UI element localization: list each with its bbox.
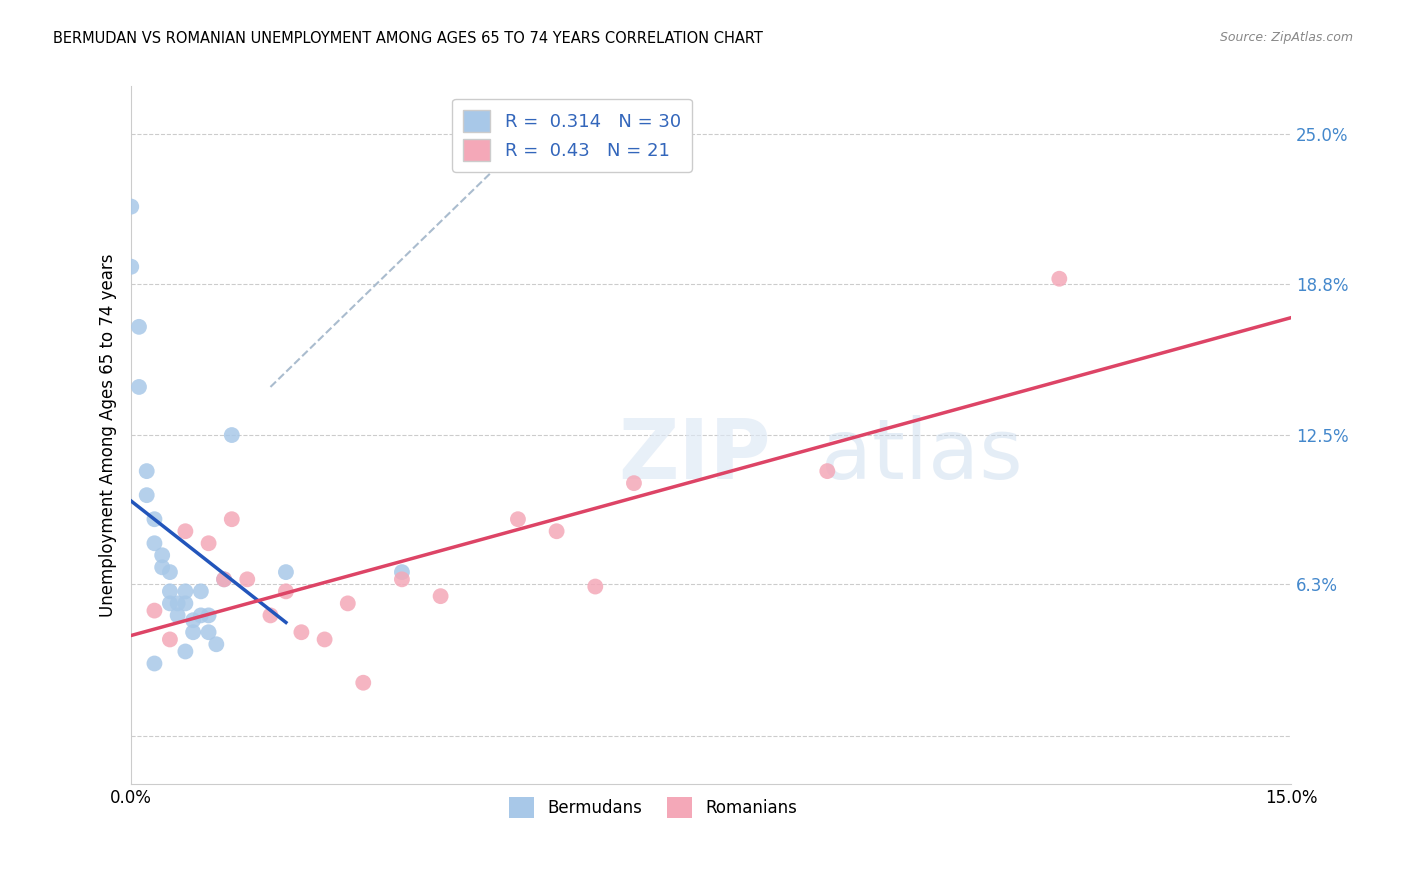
Point (197, 608, 219, 623)
Point (259, 608, 281, 623)
Point (174, 644, 197, 658)
Point (174, 584, 197, 599)
Legend: Bermudans, Romanians: Bermudans, Romanians (502, 790, 804, 824)
Point (166, 596, 188, 610)
Point (1047, 271, 1070, 285)
Point (815, 464, 838, 478)
Point (221, 428, 243, 442)
Point (143, 536, 166, 550)
Point (174, 524, 197, 539)
Point (190, 584, 212, 599)
Text: ZIP: ZIP (619, 416, 770, 497)
Text: BERMUDAN VS ROMANIAN UNEMPLOYMENT AMONG AGES 65 TO 74 YEARS CORRELATION CHART: BERMUDAN VS ROMANIAN UNEMPLOYMENT AMONG … (53, 31, 763, 46)
Point (274, 584, 297, 599)
Point (159, 632, 181, 647)
Point (314, 632, 336, 647)
Point (197, 536, 219, 550)
Point (352, 675, 374, 690)
Point (135, 488, 157, 502)
Point (212, 572, 235, 586)
Point (128, 319, 150, 334)
Point (221, 512, 243, 526)
Point (546, 524, 568, 539)
Point (159, 584, 181, 599)
Point (181, 613, 204, 627)
Point (274, 565, 297, 579)
Y-axis label: Unemployment Among Ages 65 to 74 years: Unemployment Among Ages 65 to 74 years (100, 253, 117, 616)
Point (190, 608, 212, 623)
Point (174, 596, 197, 610)
Point (143, 657, 166, 671)
Point (506, 512, 529, 526)
Point (128, 380, 150, 394)
Text: atlas: atlas (821, 416, 1024, 497)
Point (143, 604, 166, 618)
Point (391, 565, 413, 579)
Point (212, 572, 235, 586)
Point (583, 580, 606, 594)
Point (429, 589, 451, 603)
Point (336, 596, 359, 610)
Point (159, 596, 181, 610)
Point (391, 572, 413, 586)
Point (120, 200, 142, 214)
Point (290, 625, 312, 640)
Point (623, 476, 645, 491)
Point (236, 572, 259, 586)
Point (143, 512, 166, 526)
Text: Source: ZipAtlas.com: Source: ZipAtlas.com (1219, 31, 1353, 45)
Point (150, 549, 173, 563)
Point (150, 560, 173, 574)
Point (205, 637, 228, 651)
Point (197, 625, 219, 640)
Point (159, 565, 181, 579)
Point (120, 260, 142, 274)
Point (181, 625, 204, 640)
Point (135, 464, 157, 478)
Point (166, 608, 188, 623)
